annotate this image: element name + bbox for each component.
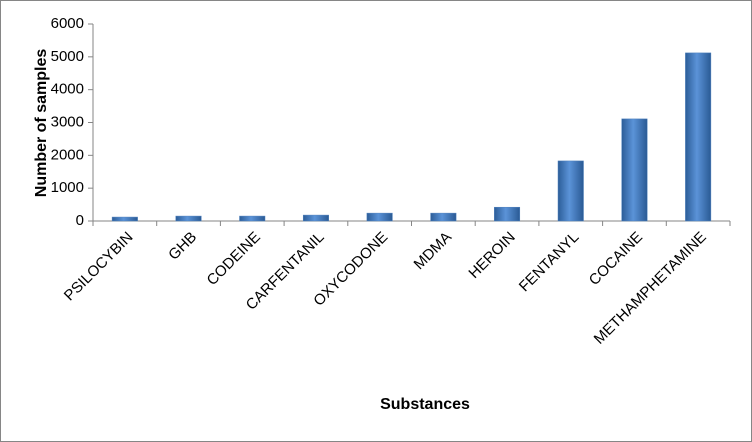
x-axis-title: Substances	[380, 396, 470, 413]
bar	[494, 206, 521, 222]
bar	[239, 215, 266, 222]
y-tick-label: 2000	[51, 146, 84, 163]
y-tick-label: 5000	[51, 48, 84, 65]
y-tick-label: 1000	[51, 179, 84, 196]
bar	[366, 212, 393, 222]
bar	[685, 52, 712, 222]
bar	[302, 214, 329, 222]
bar	[621, 118, 648, 222]
y-tick-label: 4000	[51, 81, 84, 98]
y-tick-label: 6000	[51, 15, 84, 32]
y-tick-label: 3000	[51, 113, 84, 130]
bar	[175, 215, 202, 222]
bar	[430, 212, 457, 222]
bar	[557, 160, 584, 222]
y-tick-label: 0	[76, 212, 84, 229]
y-axis-title: Number of samples	[33, 49, 50, 198]
bar	[111, 216, 138, 222]
